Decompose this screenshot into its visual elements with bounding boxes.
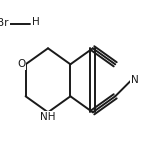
Text: O: O: [17, 59, 26, 69]
Text: NH: NH: [40, 112, 56, 122]
Text: Br: Br: [0, 19, 9, 29]
Text: H: H: [32, 17, 40, 27]
Text: N: N: [131, 75, 139, 85]
